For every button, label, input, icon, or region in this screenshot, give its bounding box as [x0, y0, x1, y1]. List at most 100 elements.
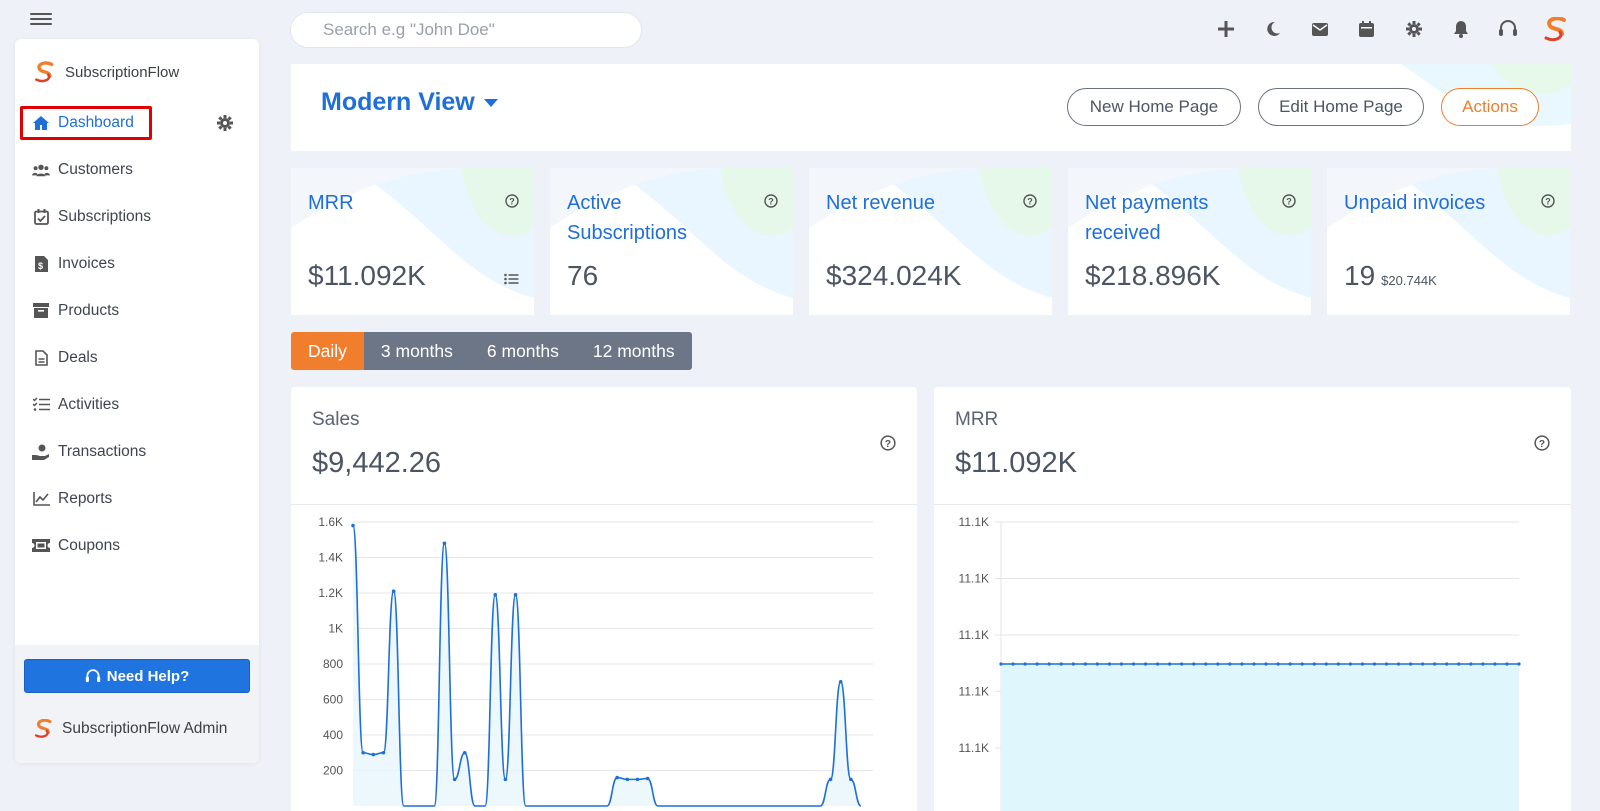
y-tick-label: 1.4K: [318, 551, 343, 565]
sidebar-item-subscriptions[interactable]: Subscriptions: [15, 193, 259, 240]
y-tick-label: 400: [323, 728, 343, 742]
kpi-card-net-revenue[interactable]: Net revenue $324.024K ?: [809, 168, 1052, 315]
data-point: [1360, 662, 1364, 666]
svg-text:?: ?: [1545, 197, 1551, 207]
kpi-card-mrr[interactable]: MRR $11.092K ?: [291, 168, 534, 315]
data-point: [1119, 662, 1124, 666]
data-point: [1131, 662, 1136, 666]
mail-icon[interactable]: [1296, 14, 1343, 44]
range-tab-3-months[interactable]: 3 months: [363, 332, 470, 370]
data-point: [1505, 662, 1509, 666]
sidebar-item-reports[interactable]: Reports: [15, 475, 259, 522]
subscriptionflow-logo-icon[interactable]: [1531, 14, 1578, 44]
data-point: [1493, 662, 1497, 666]
brand[interactable]: SubscriptionFlow: [33, 61, 179, 83]
range-tab-6-months[interactable]: 6 months: [469, 332, 576, 370]
calendar-icon[interactable]: [1343, 14, 1390, 44]
panel-label: MRR: [955, 409, 999, 430]
card-value: 19 $20.744K: [1344, 260, 1437, 291]
new-home-page-button[interactable]: New Home Page: [1067, 88, 1241, 126]
sidebar-nav: Dashboard Customers Subscriptions $ Invo…: [15, 99, 259, 569]
data-point: [1312, 662, 1316, 666]
kpi-card-unpaid-invoices[interactable]: Unpaid invoices 19 $20.744K ?: [1327, 168, 1570, 315]
headset-icon: [85, 668, 100, 682]
plus-icon[interactable]: [1202, 14, 1249, 44]
view-selector[interactable]: Modern View: [321, 88, 499, 117]
panel-value: $9,442.26: [312, 447, 442, 479]
hamburger-menu-icon[interactable]: [30, 10, 52, 28]
range-tab-12-months[interactable]: 12 months: [575, 332, 692, 370]
data-point: [1264, 662, 1268, 666]
data-point: [1384, 662, 1389, 666]
hand-coin-icon: [32, 443, 50, 461]
mrr-panel: MRR $11.092K ? 11.1K 11.1K 11.1K 11.1K 11.1K: [934, 387, 1571, 811]
data-point: [1433, 662, 1437, 666]
help-circle-icon[interactable]: ?: [1534, 435, 1550, 456]
view-title: Modern View: [321, 88, 475, 116]
sidebar-item-activities[interactable]: Activities: [15, 381, 259, 428]
data-point: [1240, 662, 1244, 666]
data-point: [1408, 662, 1413, 666]
data-point: [625, 777, 630, 782]
help-circle-icon[interactable]: ?: [880, 435, 896, 456]
y-tick-label: 11.1K: [959, 685, 989, 699]
document-icon: [32, 349, 50, 367]
data-point: [381, 750, 386, 755]
kpi-card-active-subscriptions[interactable]: Active Subscriptions 76 ?: [550, 168, 793, 315]
headset-icon[interactable]: [1484, 14, 1531, 44]
sidebar-item-invoices[interactable]: $ Invoices: [15, 240, 259, 287]
series-area: [353, 525, 861, 806]
decorative-background: [550, 168, 793, 298]
sidebar-item-transactions[interactable]: Transactions: [15, 428, 259, 475]
help-circle-icon[interactable]: ?: [1282, 194, 1296, 213]
search-bar[interactable]: [290, 12, 642, 48]
box-icon: [32, 302, 50, 320]
range-tabs: Daily 3 months 6 months 12 months: [291, 332, 692, 370]
data-point: [1047, 662, 1051, 666]
admin-account[interactable]: SubscriptionFlow Admin: [33, 719, 227, 738]
kpi-card-net-payments[interactable]: Net payments received $218.896K ?: [1068, 168, 1311, 315]
card-title: MRR: [308, 192, 354, 214]
sidebar-item-label: Activities: [58, 395, 120, 413]
edit-home-page-button[interactable]: Edit Home Page: [1258, 88, 1424, 126]
dashboard-settings-gear-icon[interactable]: [217, 115, 233, 136]
gear-icon[interactable]: [1390, 14, 1437, 44]
data-point: [1252, 662, 1256, 666]
caret-down-icon: [483, 98, 498, 107]
decorative-background: [291, 168, 534, 298]
series-line: [352, 524, 862, 807]
actions-button[interactable]: Actions: [1441, 88, 1539, 126]
help-circle-icon[interactable]: ?: [1541, 194, 1555, 213]
data-point: [1396, 662, 1401, 666]
data-point: [1228, 662, 1232, 666]
top-toolbar: [1202, 14, 1578, 44]
panel-value: $11.092K: [955, 447, 1078, 479]
range-tab-daily[interactable]: Daily: [291, 332, 364, 370]
subscriptionflow-logo-icon: [34, 719, 52, 738]
need-help-button[interactable]: Need Help?: [24, 659, 250, 693]
sidebar-item-label: Coupons: [58, 536, 121, 554]
sidebar-item-dashboard[interactable]: Dashboard: [15, 99, 259, 146]
sidebar-item-label: Transactions: [58, 442, 147, 460]
sidebar-item-customers[interactable]: Customers: [15, 146, 259, 193]
help-circle-icon[interactable]: ?: [764, 194, 778, 213]
brand-name: SubscriptionFlow: [65, 63, 180, 81]
list-icon[interactable]: [504, 272, 519, 290]
calendar-check-icon: [32, 208, 50, 226]
help-circle-icon[interactable]: ?: [505, 194, 519, 213]
bell-icon[interactable]: [1437, 14, 1484, 44]
ticket-icon: [32, 537, 50, 555]
card-title: Net revenue: [826, 192, 935, 214]
data-point: [1445, 662, 1449, 666]
sidebar-item-label: Invoices: [58, 254, 115, 272]
y-tick-label: 600: [323, 693, 343, 707]
sales-panel: Sales $9,442.26 ? 1.6K 1.4K 1.2K 1K 800 600 40…: [291, 387, 917, 811]
panel-label: Sales: [312, 409, 360, 430]
sidebar-item-deals[interactable]: Deals: [15, 334, 259, 381]
sidebar-item-products[interactable]: Products: [15, 287, 259, 334]
search-input[interactable]: [323, 20, 609, 40]
view-header: Modern View New Home Page Edit Home Page…: [291, 64, 1571, 151]
moon-icon[interactable]: [1249, 14, 1296, 44]
sidebar-item-coupons[interactable]: Coupons: [15, 522, 259, 569]
help-circle-icon[interactable]: ?: [1023, 194, 1037, 213]
